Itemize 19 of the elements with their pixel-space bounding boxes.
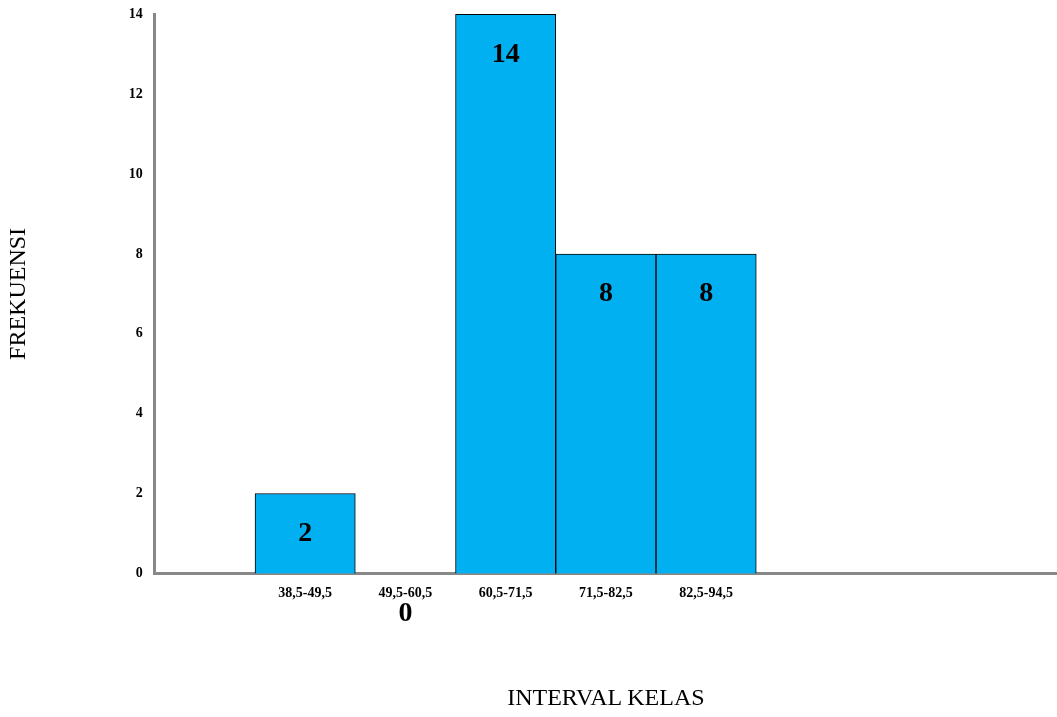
- y-axis-title: FREKUENSI: [3, 227, 30, 360]
- data-label: 8: [598, 276, 613, 308]
- y-tick-label: 14: [128, 6, 143, 22]
- y-tick-label: 12: [128, 85, 143, 101]
- x-axis-title: INTERVAL KELAS: [507, 683, 705, 710]
- y-tick-label: 4: [135, 405, 143, 421]
- x-tick-label: 82,5-94,5: [679, 585, 733, 601]
- data-label: 8: [699, 276, 714, 308]
- y-tick-label: 0: [135, 565, 143, 581]
- x-tick-label: 49,5-60,5: [378, 585, 433, 601]
- data-label: 14: [491, 36, 520, 68]
- y-tick-label: 2: [135, 485, 143, 501]
- x-tick-label: 38,5-49,5: [278, 585, 332, 601]
- x-tick-label: 60,5-71,5: [478, 585, 533, 601]
- x-tick-label: 71,5-82,5: [579, 585, 633, 601]
- y-tick-label: 6: [135, 325, 143, 341]
- data-label: 2: [298, 515, 313, 547]
- y-tick-label: 10: [128, 165, 143, 181]
- y-tick-label: 8: [135, 245, 143, 261]
